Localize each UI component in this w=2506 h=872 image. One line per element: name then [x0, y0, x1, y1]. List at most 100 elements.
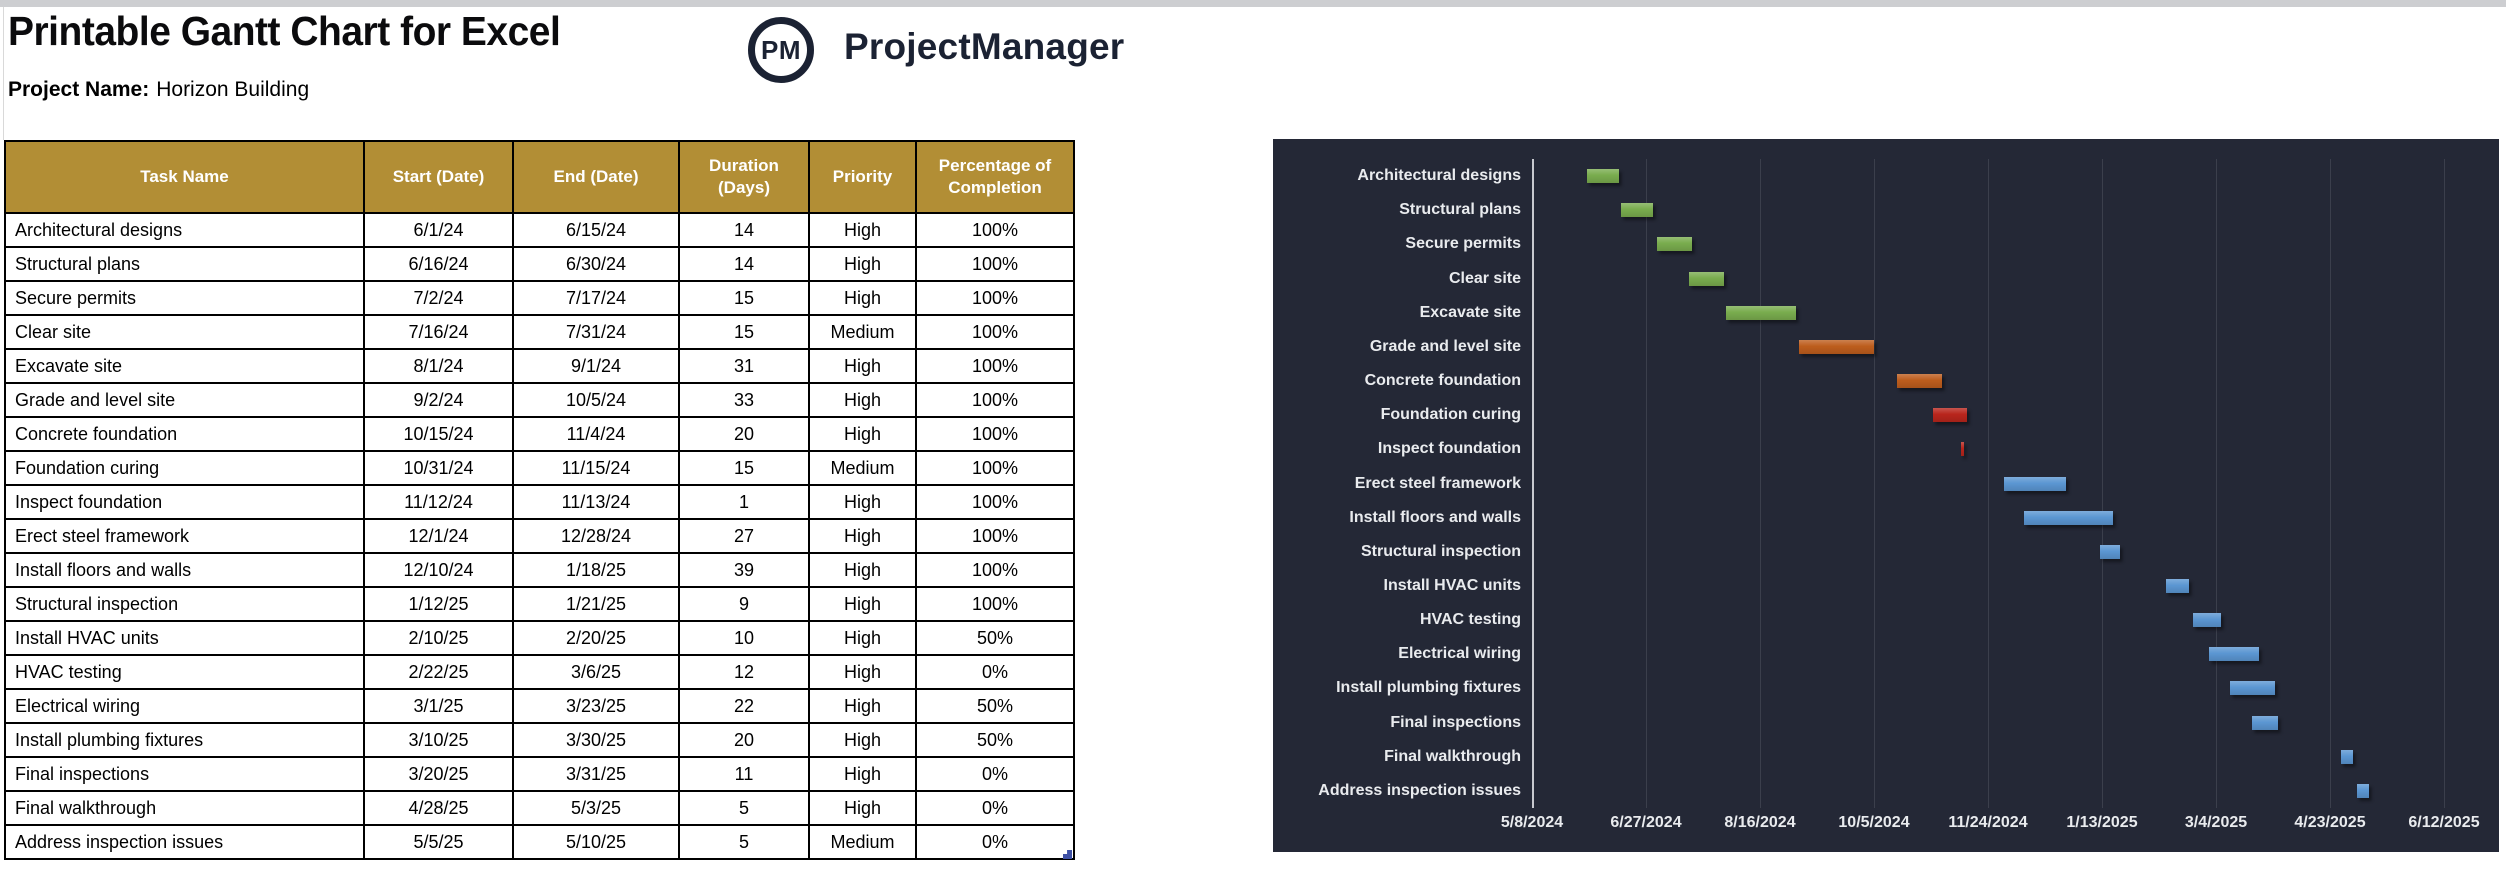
- cell-end-date[interactable]: 12/28/24: [512, 518, 680, 554]
- gantt-bar[interactable]: [2165, 578, 2189, 593]
- cell-task-name[interactable]: Excavate site: [4, 348, 365, 384]
- cell-completion[interactable]: 50%: [915, 620, 1075, 656]
- cell-priority[interactable]: Medium: [808, 450, 917, 486]
- cell-task-name[interactable]: Final walkthrough: [4, 790, 365, 826]
- cell-task-name[interactable]: Architectural designs: [4, 212, 365, 248]
- cell-priority[interactable]: Medium: [808, 824, 917, 860]
- cell-duration[interactable]: 12: [678, 654, 810, 690]
- cell-duration[interactable]: 33: [678, 382, 810, 418]
- cell-start-date[interactable]: 2/22/25: [363, 654, 514, 690]
- cell-task-name[interactable]: Install floors and walls: [4, 552, 365, 588]
- gantt-bar[interactable]: [1689, 271, 1724, 286]
- gantt-bar[interactable]: [1620, 203, 1653, 218]
- cell-start-date[interactable]: 7/2/24: [363, 280, 514, 316]
- cell-priority[interactable]: High: [808, 586, 917, 622]
- cell-task-name[interactable]: Install HVAC units: [4, 620, 365, 656]
- cell-end-date[interactable]: 5/10/25: [512, 824, 680, 860]
- cell-completion[interactable]: 100%: [915, 416, 1075, 452]
- cell-start-date[interactable]: 6/1/24: [363, 212, 514, 248]
- gantt-bar[interactable]: [1896, 374, 1943, 389]
- cell-start-date[interactable]: 3/10/25: [363, 722, 514, 758]
- cell-start-date[interactable]: 1/12/25: [363, 586, 514, 622]
- gantt-bar[interactable]: [2003, 476, 2066, 491]
- cell-start-date[interactable]: 2/10/25: [363, 620, 514, 656]
- cell-task-name[interactable]: HVAC testing: [4, 654, 365, 690]
- cell-priority[interactable]: High: [808, 348, 917, 384]
- cell-end-date[interactable]: 5/3/25: [512, 790, 680, 826]
- cell-priority[interactable]: High: [808, 416, 917, 452]
- cell-start-date[interactable]: 12/1/24: [363, 518, 514, 554]
- cell-end-date[interactable]: 3/23/25: [512, 688, 680, 724]
- cell-duration[interactable]: 14: [678, 246, 810, 282]
- cell-duration[interactable]: 20: [678, 722, 810, 758]
- gantt-bar[interactable]: [1960, 442, 1964, 457]
- column-header-task[interactable]: Task Name: [4, 140, 365, 214]
- cell-task-name[interactable]: Concrete foundation: [4, 416, 365, 452]
- cell-completion[interactable]: 100%: [915, 212, 1075, 248]
- cell-duration[interactable]: 5: [678, 824, 810, 860]
- gantt-bar[interactable]: [2099, 544, 2121, 559]
- excel-fill-handle-icon[interactable]: [1063, 850, 1072, 859]
- cell-task-name[interactable]: Foundation curing: [4, 450, 365, 486]
- cell-priority[interactable]: High: [808, 382, 917, 418]
- cell-end-date[interactable]: 9/1/24: [512, 348, 680, 384]
- cell-duration[interactable]: 1: [678, 484, 810, 520]
- cell-completion[interactable]: 100%: [915, 246, 1075, 282]
- cell-priority[interactable]: High: [808, 518, 917, 554]
- cell-task-name[interactable]: Structural inspection: [4, 586, 365, 622]
- cell-priority[interactable]: High: [808, 688, 917, 724]
- gantt-bar[interactable]: [1798, 339, 1874, 354]
- cell-task-name[interactable]: Install plumbing fixtures: [4, 722, 365, 758]
- cell-end-date[interactable]: 2/20/25: [512, 620, 680, 656]
- gantt-bar[interactable]: [1657, 237, 1692, 252]
- cell-start-date[interactable]: 7/16/24: [363, 314, 514, 350]
- cell-completion[interactable]: 0%: [915, 790, 1075, 826]
- cell-end-date[interactable]: 3/30/25: [512, 722, 680, 758]
- gantt-bar[interactable]: [2209, 647, 2260, 662]
- cell-task-name[interactable]: Clear site: [4, 314, 365, 350]
- gantt-bar[interactable]: [2252, 715, 2278, 730]
- cell-completion[interactable]: 100%: [915, 314, 1075, 350]
- cell-start-date[interactable]: 10/15/24: [363, 416, 514, 452]
- cell-task-name[interactable]: Structural plans: [4, 246, 365, 282]
- cell-end-date[interactable]: 3/31/25: [512, 756, 680, 792]
- cell-duration[interactable]: 10: [678, 620, 810, 656]
- cell-start-date[interactable]: 10/31/24: [363, 450, 514, 486]
- cell-priority[interactable]: High: [808, 756, 917, 792]
- cell-completion[interactable]: 100%: [915, 586, 1075, 622]
- cell-end-date[interactable]: 7/31/24: [512, 314, 680, 350]
- column-header-completion[interactable]: Percentage of Completion: [915, 140, 1075, 214]
- cell-end-date[interactable]: 1/18/25: [512, 552, 680, 588]
- cell-duration[interactable]: 14: [678, 212, 810, 248]
- cell-duration[interactable]: 5: [678, 790, 810, 826]
- cell-duration[interactable]: 39: [678, 552, 810, 588]
- cell-end-date[interactable]: 6/15/24: [512, 212, 680, 248]
- column-header-priority[interactable]: Priority: [808, 140, 917, 214]
- cell-completion[interactable]: 100%: [915, 450, 1075, 486]
- cell-completion[interactable]: 50%: [915, 688, 1075, 724]
- gantt-bar[interactable]: [1586, 169, 1619, 184]
- column-header-duration[interactable]: Duration (Days): [678, 140, 810, 214]
- cell-completion[interactable]: 0%: [915, 654, 1075, 690]
- cell-completion[interactable]: 100%: [915, 348, 1075, 384]
- cell-end-date[interactable]: 6/30/24: [512, 246, 680, 282]
- cell-priority[interactable]: High: [808, 722, 917, 758]
- gantt-bar[interactable]: [2341, 749, 2353, 764]
- cell-end-date[interactable]: 3/6/25: [512, 654, 680, 690]
- cell-end-date[interactable]: 11/4/24: [512, 416, 680, 452]
- cell-priority[interactable]: High: [808, 280, 917, 316]
- cell-start-date[interactable]: 6/16/24: [363, 246, 514, 282]
- gantt-bar[interactable]: [1725, 305, 1797, 320]
- cell-end-date[interactable]: 7/17/24: [512, 280, 680, 316]
- cell-priority[interactable]: Medium: [808, 314, 917, 350]
- cell-priority[interactable]: High: [808, 484, 917, 520]
- cell-start-date[interactable]: 5/5/25: [363, 824, 514, 860]
- cell-priority[interactable]: High: [808, 620, 917, 656]
- cell-completion[interactable]: 100%: [915, 382, 1075, 418]
- gantt-bar[interactable]: [2229, 681, 2276, 696]
- cell-completion[interactable]: 0%: [915, 824, 1075, 860]
- cell-task-name[interactable]: Electrical wiring: [4, 688, 365, 724]
- cell-start-date[interactable]: 9/2/24: [363, 382, 514, 418]
- cell-task-name[interactable]: Erect steel framework: [4, 518, 365, 554]
- cell-task-name[interactable]: Inspect foundation: [4, 484, 365, 520]
